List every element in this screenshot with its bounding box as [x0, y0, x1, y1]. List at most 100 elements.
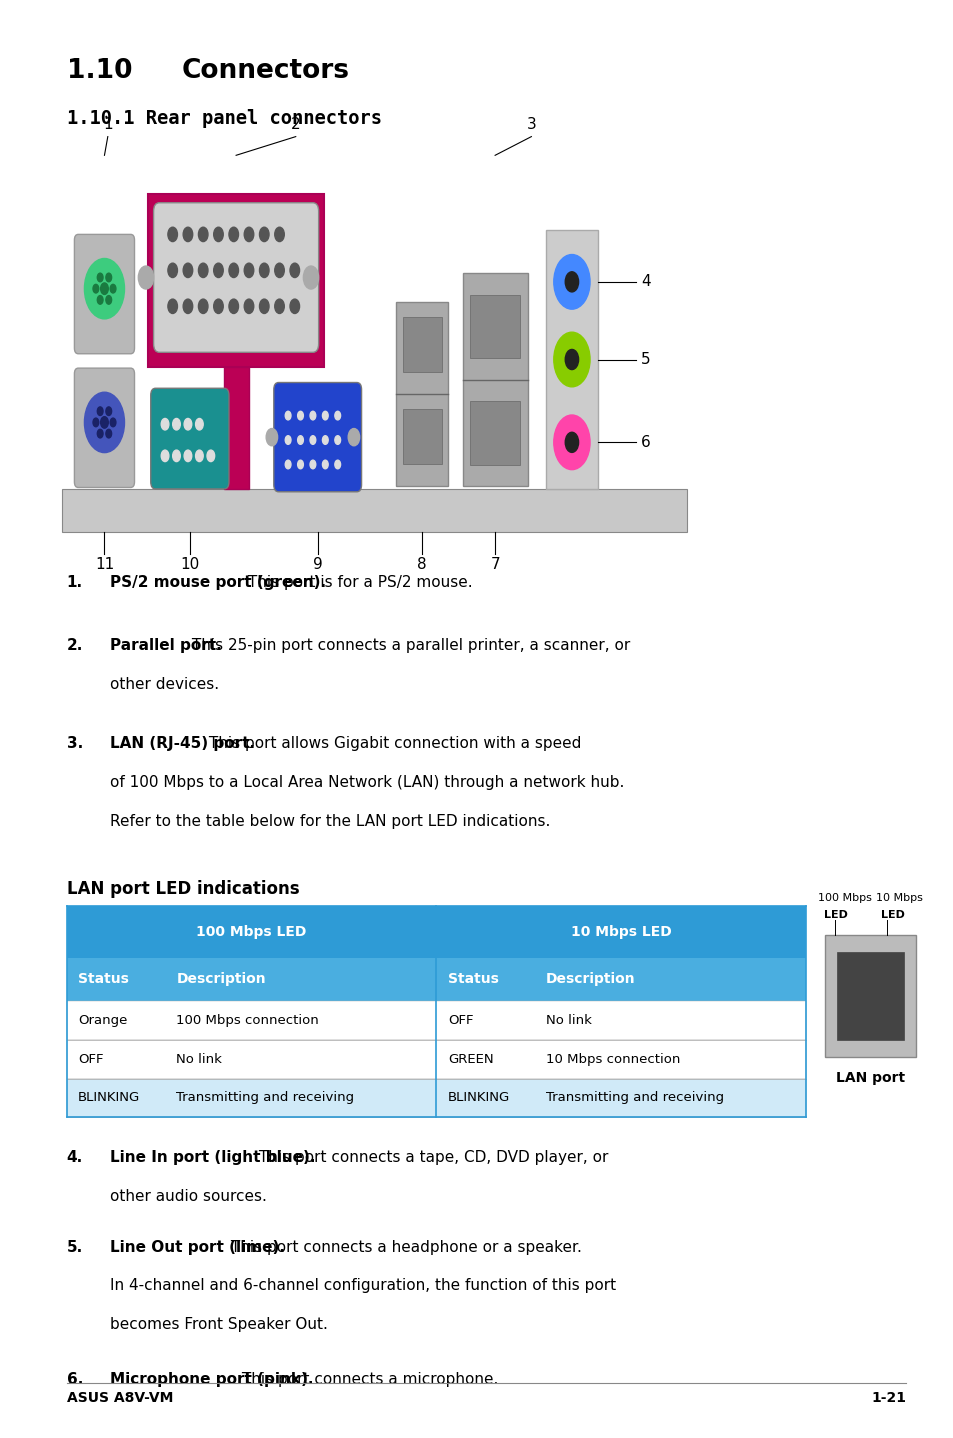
- Circle shape: [161, 418, 169, 430]
- Text: LED: LED: [823, 910, 847, 920]
- Circle shape: [195, 450, 203, 462]
- Text: 3: 3: [526, 118, 536, 132]
- Text: 8: 8: [416, 557, 427, 571]
- Text: 1-21: 1-21: [870, 1391, 905, 1405]
- Circle shape: [184, 450, 192, 462]
- Circle shape: [310, 460, 315, 469]
- Circle shape: [290, 299, 299, 313]
- Circle shape: [259, 299, 269, 313]
- Circle shape: [106, 430, 112, 439]
- Text: Orange: Orange: [78, 1014, 128, 1027]
- Circle shape: [310, 411, 315, 420]
- Circle shape: [322, 436, 328, 444]
- Text: Line Out port (lime).: Line Out port (lime).: [110, 1240, 284, 1254]
- Circle shape: [310, 436, 315, 444]
- FancyBboxPatch shape: [836, 952, 903, 1040]
- Circle shape: [297, 436, 303, 444]
- Text: BLINKING: BLINKING: [448, 1091, 510, 1104]
- Circle shape: [285, 436, 291, 444]
- FancyBboxPatch shape: [74, 368, 134, 487]
- Text: 10 Mbps LED: 10 Mbps LED: [570, 925, 671, 939]
- Circle shape: [335, 411, 340, 420]
- Text: 2.: 2.: [67, 638, 83, 653]
- Text: of 100 Mbps to a Local Area Network (LAN) through a network hub.: of 100 Mbps to a Local Area Network (LAN…: [110, 775, 623, 789]
- Circle shape: [229, 299, 238, 313]
- Circle shape: [111, 418, 116, 427]
- Circle shape: [168, 299, 177, 313]
- Circle shape: [322, 411, 328, 420]
- Text: 100 Mbps connection: 100 Mbps connection: [176, 1014, 319, 1027]
- Circle shape: [183, 263, 193, 278]
- FancyBboxPatch shape: [62, 489, 686, 532]
- Text: In 4-channel and 6-channel configuration, the function of this port: In 4-channel and 6-channel configuration…: [110, 1278, 616, 1293]
- FancyBboxPatch shape: [402, 408, 441, 464]
- Circle shape: [244, 263, 253, 278]
- FancyBboxPatch shape: [462, 273, 527, 486]
- Circle shape: [553, 332, 589, 387]
- FancyBboxPatch shape: [153, 203, 318, 352]
- FancyBboxPatch shape: [545, 230, 598, 489]
- Text: Transmitting and receiving: Transmitting and receiving: [176, 1091, 355, 1104]
- Circle shape: [138, 266, 153, 289]
- Text: 5.: 5.: [67, 1240, 83, 1254]
- Circle shape: [229, 227, 238, 242]
- Circle shape: [259, 263, 269, 278]
- Text: 100 Mbps LED: 100 Mbps LED: [196, 925, 307, 939]
- FancyBboxPatch shape: [470, 295, 519, 358]
- Circle shape: [97, 430, 103, 439]
- Text: This port connects a headphone or a speaker.: This port connects a headphone or a spea…: [226, 1240, 581, 1254]
- Circle shape: [195, 418, 203, 430]
- Text: BLINKING: BLINKING: [78, 1091, 140, 1104]
- Circle shape: [213, 263, 223, 278]
- FancyBboxPatch shape: [67, 1078, 805, 1117]
- FancyBboxPatch shape: [274, 383, 361, 492]
- Text: 6.: 6.: [67, 1372, 83, 1386]
- Circle shape: [297, 460, 303, 469]
- Text: 11: 11: [94, 557, 114, 571]
- Text: other devices.: other devices.: [110, 677, 218, 692]
- Text: This 25-pin port connects a parallel printer, a scanner, or: This 25-pin port connects a parallel pri…: [187, 638, 630, 653]
- Circle shape: [553, 416, 589, 470]
- FancyBboxPatch shape: [470, 401, 519, 464]
- FancyBboxPatch shape: [67, 1040, 805, 1078]
- Text: 1.10.1 Rear panel connectors: 1.10.1 Rear panel connectors: [67, 109, 381, 128]
- Circle shape: [564, 272, 578, 292]
- Circle shape: [290, 263, 299, 278]
- Circle shape: [213, 227, 223, 242]
- Circle shape: [172, 450, 180, 462]
- Text: LAN port LED indications: LAN port LED indications: [67, 880, 299, 899]
- Text: Description: Description: [545, 972, 635, 986]
- Text: No link: No link: [545, 1014, 592, 1027]
- Text: ASUS A8V-VM: ASUS A8V-VM: [67, 1391, 173, 1405]
- Circle shape: [198, 263, 208, 278]
- Circle shape: [564, 433, 578, 453]
- Circle shape: [85, 259, 125, 319]
- Circle shape: [183, 227, 193, 242]
- Text: PS/2 mouse port (green).: PS/2 mouse port (green).: [110, 575, 326, 590]
- Text: GREEN: GREEN: [448, 1053, 493, 1066]
- Text: Connectors: Connectors: [181, 58, 349, 83]
- Circle shape: [303, 266, 318, 289]
- Text: 6: 6: [640, 434, 650, 450]
- Bar: [223, 367, 248, 489]
- Circle shape: [97, 296, 103, 305]
- FancyBboxPatch shape: [824, 935, 915, 1057]
- Text: Refer to the table below for the LAN port LED indications.: Refer to the table below for the LAN por…: [110, 814, 550, 828]
- Text: Microphone port (pink).: Microphone port (pink).: [110, 1372, 313, 1386]
- Circle shape: [106, 407, 112, 416]
- Circle shape: [322, 460, 328, 469]
- Text: 2: 2: [291, 118, 300, 132]
- Text: 4: 4: [640, 275, 650, 289]
- Circle shape: [97, 407, 103, 416]
- Text: 100 Mbps: 100 Mbps: [817, 893, 870, 903]
- Circle shape: [297, 411, 303, 420]
- Circle shape: [244, 299, 253, 313]
- Text: Status: Status: [448, 972, 498, 986]
- Text: LAN port: LAN port: [835, 1071, 904, 1086]
- FancyBboxPatch shape: [67, 958, 805, 1001]
- Text: LAN (RJ-45) port.: LAN (RJ-45) port.: [110, 736, 254, 751]
- Circle shape: [244, 227, 253, 242]
- Circle shape: [168, 227, 177, 242]
- Circle shape: [335, 436, 340, 444]
- FancyBboxPatch shape: [151, 388, 229, 489]
